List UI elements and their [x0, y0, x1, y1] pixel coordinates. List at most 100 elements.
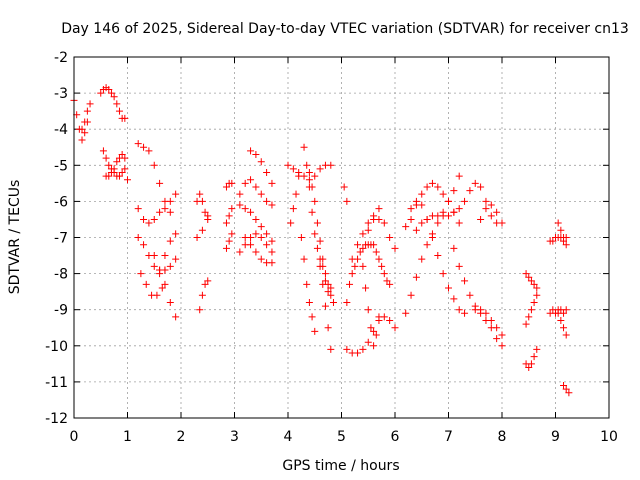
data-point	[370, 241, 378, 249]
data-point	[450, 295, 458, 303]
data-point	[383, 277, 391, 285]
series-arc-31	[343, 241, 394, 306]
data-point	[533, 345, 541, 353]
data-point	[81, 118, 89, 126]
grid-lines	[74, 57, 609, 418]
data-point	[150, 161, 158, 169]
data-point	[225, 237, 233, 245]
series-arc-18	[222, 230, 236, 252]
series-arc-40	[450, 244, 506, 350]
series-arc-03	[97, 84, 129, 122]
data-point	[292, 190, 300, 198]
data-point	[236, 201, 244, 209]
series-arc-49	[554, 309, 570, 339]
data-point	[418, 201, 426, 209]
data-point	[445, 284, 452, 292]
data-point	[222, 219, 230, 227]
data-point	[121, 165, 129, 173]
data-point	[557, 317, 565, 325]
data-point	[145, 219, 153, 227]
data-point	[407, 215, 415, 223]
data-point	[241, 234, 249, 241]
data-point	[321, 302, 329, 310]
data-point	[562, 385, 570, 393]
data-point	[522, 320, 530, 328]
data-point	[354, 349, 362, 357]
data-point	[362, 284, 370, 292]
data-point	[313, 219, 321, 227]
data-point	[391, 324, 399, 332]
data-point	[124, 176, 131, 184]
data-point	[461, 197, 469, 205]
data-point	[562, 241, 570, 249]
data-point	[380, 270, 388, 278]
data-point	[140, 241, 148, 249]
data-point	[327, 284, 335, 292]
data-point	[305, 176, 313, 184]
data-point	[113, 100, 121, 108]
data-point	[316, 165, 324, 173]
data-point	[228, 230, 236, 238]
series-arc-30	[340, 183, 351, 205]
series-arc-09	[137, 270, 166, 299]
data-point	[287, 219, 295, 227]
data-point	[172, 190, 180, 198]
data-point	[268, 201, 276, 209]
data-point	[222, 244, 230, 252]
x-tick-label: 5	[337, 429, 346, 445]
data-point	[364, 219, 372, 227]
series-arc-20	[236, 201, 276, 245]
data-point	[471, 179, 479, 187]
data-point	[455, 172, 463, 180]
data-point	[319, 262, 327, 270]
data-point	[198, 291, 206, 299]
data-point	[466, 291, 474, 299]
data-point	[498, 331, 506, 339]
data-point	[252, 150, 260, 158]
data-point	[305, 169, 313, 177]
data-point	[386, 234, 394, 241]
data-point	[412, 197, 420, 205]
series-arc-45	[522, 291, 541, 328]
data-point	[455, 219, 463, 227]
series-arc-38	[407, 197, 469, 317]
data-point	[247, 208, 255, 216]
data-point	[113, 158, 121, 166]
data-point	[263, 169, 271, 177]
data-point	[247, 241, 255, 249]
series-arc-16	[222, 179, 236, 191]
data-point	[204, 277, 212, 285]
series-arc-19	[236, 176, 276, 209]
data-point	[295, 172, 303, 180]
data-point	[156, 208, 164, 216]
data-point	[115, 107, 123, 115]
series-arc-44	[522, 345, 541, 371]
series-arc-39	[412, 179, 501, 234]
data-point	[364, 306, 372, 314]
x-axis-label: GPS time / hours	[282, 458, 399, 474]
data-point	[423, 241, 431, 249]
data-point	[445, 212, 452, 220]
x-tick-label: 9	[551, 429, 560, 445]
data-point	[161, 252, 169, 260]
data-point	[241, 205, 249, 213]
y-tick-label: -6	[54, 194, 68, 210]
data-point	[134, 234, 142, 241]
y-tick-label: -2	[54, 50, 68, 66]
data-point	[450, 208, 458, 216]
series-arc-34	[359, 262, 383, 350]
data-point	[372, 248, 380, 256]
data-point	[300, 255, 308, 263]
data-point	[455, 205, 463, 213]
data-point	[201, 208, 209, 216]
data-point	[303, 280, 311, 288]
data-point	[327, 161, 335, 169]
data-point	[370, 327, 378, 335]
data-point	[134, 205, 142, 213]
data-point	[418, 219, 426, 227]
series-arc-10	[150, 252, 180, 321]
data-point	[297, 234, 305, 241]
data-point	[327, 291, 335, 299]
data-point	[268, 237, 276, 245]
